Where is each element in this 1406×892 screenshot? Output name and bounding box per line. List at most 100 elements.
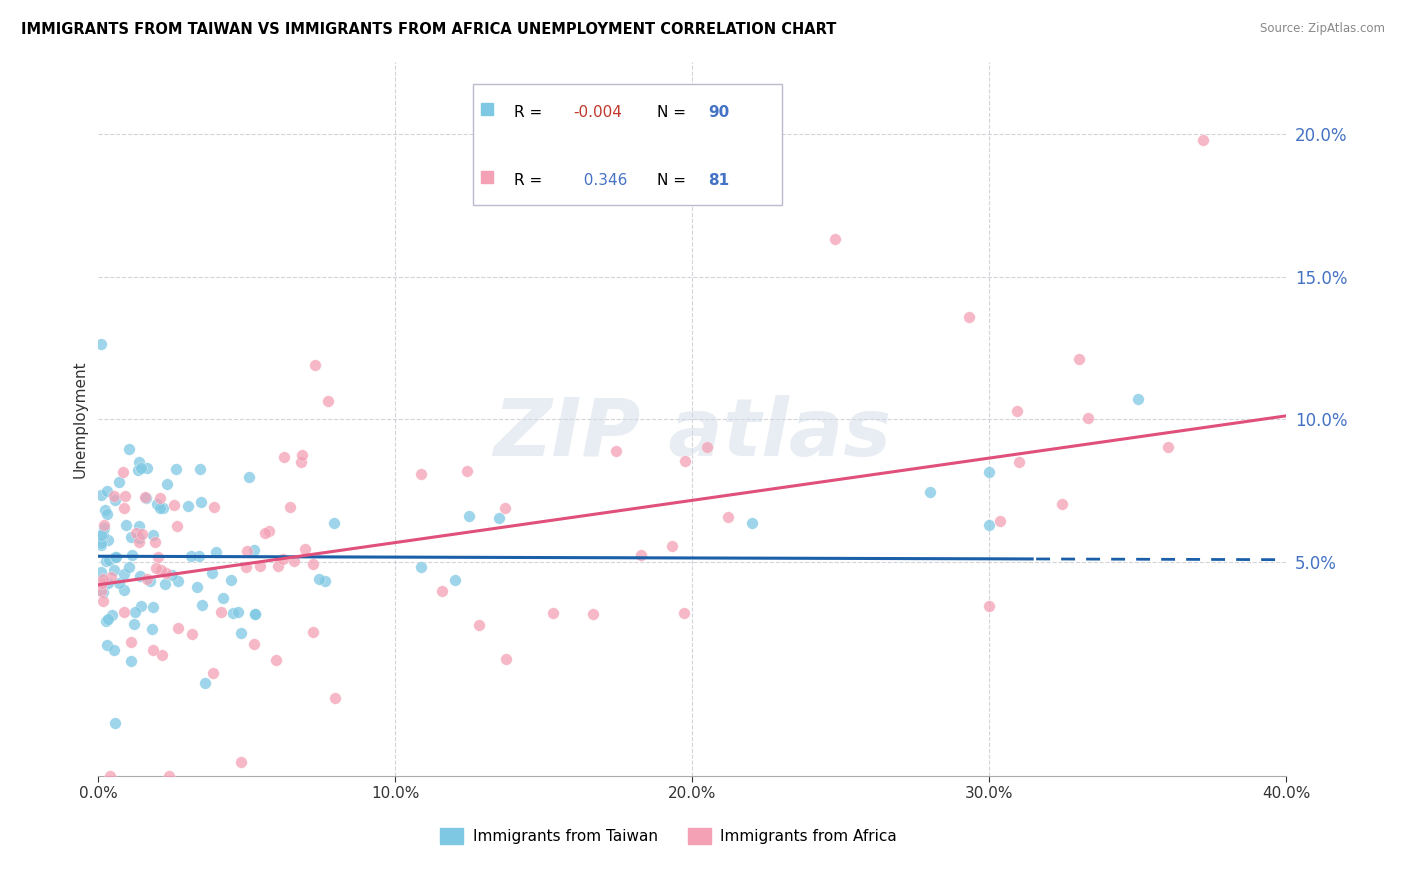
Point — [675, 454, 697, 468]
Text: ZIP atlas: ZIP atlas — [494, 394, 891, 473]
Point — [141, 622, 163, 636]
Point — [308, 572, 330, 586]
Point — [257, 524, 280, 538]
Point — [696, 440, 718, 454]
Point — [673, 606, 696, 620]
Point — [717, 510, 740, 524]
Point — [249, 559, 271, 574]
Point — [91, 585, 114, 599]
Point — [135, 461, 157, 475]
Point — [91, 527, 114, 541]
Point — [1077, 410, 1099, 425]
Point — [283, 554, 305, 568]
Point — [430, 583, 453, 598]
Point — [128, 531, 150, 545]
Point — [159, 769, 181, 783]
Point — [605, 443, 627, 458]
Point — [1192, 132, 1215, 146]
Point — [494, 501, 516, 516]
Point — [1005, 404, 1028, 418]
Point — [150, 563, 173, 577]
Text: 81: 81 — [707, 173, 730, 187]
Point — [166, 518, 188, 533]
Point — [155, 566, 177, 581]
Point — [103, 643, 125, 657]
Point — [444, 573, 467, 587]
Point — [266, 559, 288, 574]
Text: IMMIGRANTS FROM TAIWAN VS IMMIGRANTS FROM AFRICA UNEMPLOYMENT CORRELATION CHART: IMMIGRANTS FROM TAIWAN VS IMMIGRANTS FRO… — [21, 22, 837, 37]
Point — [90, 528, 112, 542]
Point — [290, 455, 312, 469]
Point — [202, 665, 225, 680]
Point — [90, 538, 112, 552]
Point — [979, 599, 1001, 614]
Point — [238, 469, 260, 483]
Point — [96, 611, 118, 625]
Point — [741, 516, 763, 530]
Point — [94, 554, 117, 568]
Point — [103, 489, 125, 503]
Point — [90, 488, 112, 502]
Point — [301, 558, 323, 572]
Point — [125, 525, 148, 540]
Point — [124, 605, 146, 619]
Point — [323, 516, 346, 530]
Point — [190, 494, 212, 508]
Point — [112, 567, 135, 582]
Point — [177, 500, 200, 514]
Point — [1050, 497, 1073, 511]
Point — [145, 561, 167, 575]
Point — [91, 572, 114, 586]
Point — [202, 500, 225, 515]
Point — [153, 576, 176, 591]
Legend: Immigrants from Taiwan, Immigrants from Africa: Immigrants from Taiwan, Immigrants from … — [434, 822, 903, 850]
Point — [278, 500, 301, 515]
Point — [139, 574, 162, 589]
Point — [187, 549, 209, 564]
Point — [291, 448, 314, 462]
Point — [142, 599, 165, 614]
Point — [98, 553, 121, 567]
Text: 0.346: 0.346 — [574, 173, 627, 187]
Point — [149, 500, 172, 515]
Point — [108, 475, 131, 490]
Point — [149, 491, 172, 505]
Point — [209, 605, 232, 619]
Point — [90, 535, 112, 549]
Point — [90, 584, 112, 599]
Point — [1126, 392, 1149, 406]
Point — [221, 606, 243, 620]
Point — [96, 638, 118, 652]
Point — [488, 511, 510, 525]
Point — [194, 676, 217, 690]
Point — [323, 690, 346, 705]
Point — [136, 572, 159, 586]
Point — [94, 502, 117, 516]
Point — [100, 570, 122, 584]
Point — [212, 591, 235, 605]
Point — [273, 450, 295, 465]
Text: N =: N = — [657, 105, 686, 120]
Point — [94, 615, 117, 629]
FancyBboxPatch shape — [472, 84, 782, 205]
Point — [1156, 440, 1178, 454]
Point — [97, 533, 120, 548]
Point — [120, 530, 142, 544]
Point — [117, 442, 139, 457]
Point — [127, 463, 149, 477]
Point — [979, 466, 1001, 480]
Point — [131, 527, 153, 541]
Point — [186, 581, 208, 595]
Point — [409, 560, 432, 574]
Point — [114, 489, 136, 503]
Point — [458, 509, 481, 524]
Point — [104, 549, 127, 564]
Point — [160, 567, 183, 582]
Point — [543, 606, 565, 620]
Point — [166, 462, 188, 476]
Point — [104, 716, 127, 731]
Point — [243, 637, 266, 651]
Point — [188, 462, 211, 476]
Point — [243, 543, 266, 558]
Point — [128, 455, 150, 469]
